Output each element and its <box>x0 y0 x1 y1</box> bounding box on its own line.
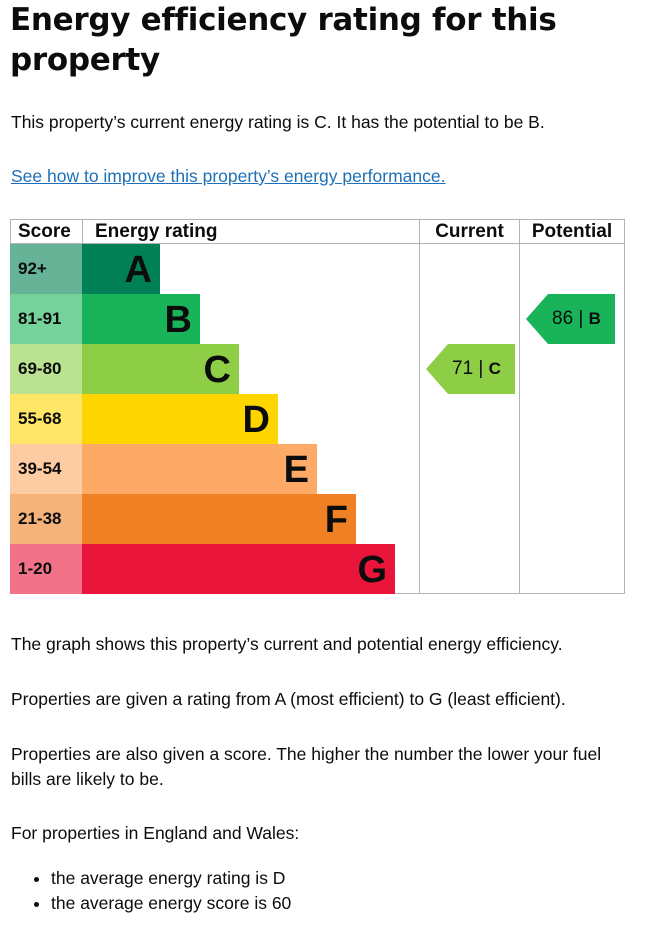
rating-explanation: Properties are given a rating from A (mo… <box>11 689 566 709</box>
band-bar: G <box>82 544 395 594</box>
regional-intro: For properties in England and Wales: <box>11 823 300 843</box>
page-title: Energy efficiency rating for this proper… <box>10 2 557 78</box>
graph-explanation: The graph shows this property’s current … <box>11 634 563 654</box>
energy-rating-column-header: Energy rating <box>95 221 218 242</box>
band-score: 81-91 <box>10 294 82 344</box>
potential-rating-value: 86 <box>552 308 574 329</box>
current-rating-arrow: 71 | C <box>426 344 515 394</box>
band-letter: C <box>203 349 231 391</box>
potential-rating-arrow: 86 | B <box>526 294 615 344</box>
band-score: 55-68 <box>10 394 82 444</box>
chart-divider-score <box>82 219 83 244</box>
band-letter: G <box>357 549 387 591</box>
band-letter: E <box>283 449 309 491</box>
improve-performance-link[interactable]: See how to improve this property’s energ… <box>11 166 446 186</box>
potential-rating-letter: B <box>588 309 601 328</box>
band-letter: B <box>164 299 192 341</box>
band-letter: F <box>324 499 348 541</box>
score-column-header: Score <box>18 221 71 242</box>
band-score: 1-20 <box>10 544 82 594</box>
band-bar: B <box>82 294 200 344</box>
band-bar: A <box>82 244 160 294</box>
current-rating-value: 71 <box>452 358 474 379</box>
band-score: 21-38 <box>10 494 82 544</box>
list-item: the average energy rating is D <box>51 866 291 891</box>
chart-header-divider <box>10 243 625 244</box>
improve-performance-link-wrap: See how to improve this property’s energ… <box>11 164 636 189</box>
potential-column-header: Potential <box>531 221 613 242</box>
chart-divider-potential <box>519 219 520 594</box>
potential-rating-label: 86 | B <box>552 308 601 329</box>
band-score: 69-80 <box>10 344 82 394</box>
band-bar: D <box>82 394 278 444</box>
current-rating-letter: C <box>488 359 501 378</box>
chart-border-left-header <box>10 219 11 244</box>
chart-divider-current <box>419 219 420 594</box>
score-explanation: Properties are also given a score. The h… <box>11 744 602 789</box>
current-column-header: Current <box>435 221 504 242</box>
chart-border-top <box>10 219 625 220</box>
energy-rating-chart: Score Energy rating Current Potential 92… <box>10 219 625 594</box>
band-bar: F <box>82 494 356 544</box>
band-letter: A <box>124 249 152 291</box>
band-score: 39-54 <box>10 444 82 494</box>
band-bar: E <box>82 444 317 494</box>
band-bar: C <box>82 344 239 394</box>
current-rating-summary: This property’s current energy rating is… <box>11 112 545 132</box>
chart-border-right <box>624 219 625 594</box>
current-rating-label: 71 | C <box>452 358 501 379</box>
average-list: the average energy rating is D the avera… <box>11 866 291 916</box>
list-item: the average energy score is 60 <box>51 891 291 916</box>
band-letter: D <box>242 399 270 441</box>
band-score: 92+ <box>10 244 82 294</box>
